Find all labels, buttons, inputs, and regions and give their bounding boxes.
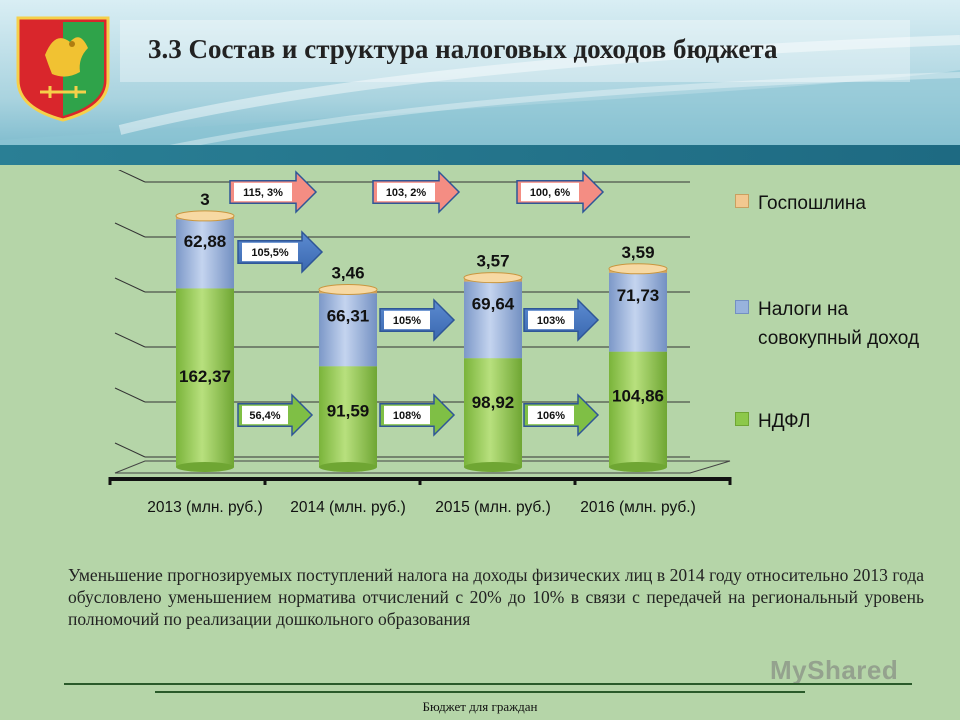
bar-ndfl xyxy=(464,358,522,467)
bar-base-cap xyxy=(464,462,522,472)
chart-floor xyxy=(114,460,731,474)
data-label-sovokupny: 69,64 xyxy=(472,295,515,314)
grid-line-wall xyxy=(114,277,146,293)
arrow-sovokupny-growth-box xyxy=(384,310,430,330)
legend-label-gosposhlina: Госпошлина xyxy=(758,193,866,214)
data-label-gosposhlina: 3 xyxy=(200,190,209,209)
footer-divider-top xyxy=(64,683,912,685)
x-tick-label: 2014 (млн. руб.) xyxy=(290,499,406,516)
chart-labels: 162,37 62,88 3 91,59 66,31 3,46 98,92 69,64 3,57… xyxy=(179,190,664,420)
growth-arrows: 115, 3% 103, 2% 100, 6% 105,5% 105% 103% 56,4%… xyxy=(229,170,605,437)
data-label-sovokupny: 62,88 xyxy=(184,232,227,251)
bar-top-cap xyxy=(608,263,668,275)
bar-top-cap xyxy=(318,284,378,296)
bar-base-cap xyxy=(609,462,667,472)
data-label-ndfl: 91,59 xyxy=(327,401,370,420)
data-label-ndfl: 104,86 xyxy=(612,387,664,406)
watermark: MyShared xyxy=(770,655,899,685)
explanatory-note: Уменьшение прогнозируемых поступлений на… xyxy=(68,565,924,629)
arrow-ndfl-growth-box xyxy=(242,405,288,425)
bar-base-cap xyxy=(319,462,377,472)
x-tick-label: 2016 (млн. руб.) xyxy=(580,499,696,516)
data-label-sovokupny: 66,31 xyxy=(327,306,370,325)
arrow-ndfl-growth-label: 108% xyxy=(393,410,421,422)
legend-swatch-sovokupny xyxy=(735,300,749,314)
grid-line-wall xyxy=(114,387,146,403)
footer-divider-bottom xyxy=(155,691,805,693)
page-title: 3.3 Состав и структура налоговых доходов… xyxy=(148,34,778,64)
bar-ndfl xyxy=(609,351,667,467)
arrow-sovokupny-growth-label: 103% xyxy=(537,315,565,327)
x-tick-label: 2013 (млн. руб.) xyxy=(147,499,263,516)
bar-ndfl xyxy=(319,366,377,467)
grid-line-wall xyxy=(114,222,146,238)
grid-line-wall xyxy=(118,170,146,183)
x-axis-labels: 2013 (млн. руб.) 2014 (млн. руб.) 2015 (мл… xyxy=(147,499,696,516)
arrow-gosposhlina-growth-label: 115, 3% xyxy=(243,187,283,199)
legend-item-sovokupny: Налоги на совокупный доход xyxy=(735,295,928,353)
arrow-gosposhlina-growth-box xyxy=(377,182,435,202)
legend-item-ndfl: НДФЛ xyxy=(735,407,928,436)
arrow-ndfl-growth-box xyxy=(384,405,430,425)
arrow-sovokupny-growth-box xyxy=(528,310,574,330)
coat-of-arms-icon xyxy=(16,16,110,122)
data-label-sovokupny: 71,73 xyxy=(617,286,660,305)
bar-ndfl xyxy=(176,288,234,467)
arrow-sovokupny-growth-box xyxy=(242,242,298,262)
bar-sovokupny xyxy=(176,219,234,289)
data-label-ndfl: 98,92 xyxy=(472,393,515,412)
arrow-gosposhlina-growth-box xyxy=(521,182,579,202)
bar-sovokupny xyxy=(319,293,377,367)
data-label-gosposhlina: 3,46 xyxy=(331,264,364,283)
grid-line-wall xyxy=(114,442,146,458)
data-label-gosposhlina: 3,59 xyxy=(621,243,654,262)
data-label-ndfl: 162,37 xyxy=(179,367,231,386)
bar-top-cap xyxy=(175,210,235,222)
arrow-sovokupny-growth-label: 105% xyxy=(393,315,421,327)
arrow-gosposhlina-growth-box xyxy=(234,182,292,202)
legend-item-gosposhlina: Госпошлина xyxy=(735,189,928,218)
chart-bars xyxy=(175,210,668,472)
legend-label-ndfl: НДФЛ xyxy=(758,411,811,432)
arrow-ndfl-growth-label: 106% xyxy=(537,410,565,422)
arrow-gosposhlina-growth-label: 103, 2% xyxy=(386,187,427,199)
bar-sovokupny xyxy=(464,281,522,359)
bar-top-cap xyxy=(463,272,523,284)
legend-swatch-ndfl xyxy=(735,412,749,426)
arrow-sovokupny-growth-label: 105,5% xyxy=(251,247,289,259)
legend-swatch-gosposhlina xyxy=(735,194,749,208)
arrow-ndfl-growth-box xyxy=(528,405,574,425)
header-banner xyxy=(0,0,960,165)
arrow-ndfl-growth-label: 56,4% xyxy=(249,410,280,422)
data-label-gosposhlina: 3,57 xyxy=(476,252,509,271)
arrow-gosposhlina-growth-label: 100, 6% xyxy=(530,187,571,199)
stacked-bar-chart: 115, 3% 103, 2% 100, 6% 105,5% 105% 103% 56,4%… xyxy=(108,170,732,516)
grid-line-wall xyxy=(114,332,146,348)
bar-base-cap xyxy=(176,462,234,472)
x-tick-label: 2015 (млн. руб.) xyxy=(435,499,551,516)
legend-label-sovokupny: Налоги на совокупный доход xyxy=(758,299,920,349)
footer-text: Бюджет для граждан xyxy=(422,699,538,714)
bar-sovokupny xyxy=(609,272,667,352)
